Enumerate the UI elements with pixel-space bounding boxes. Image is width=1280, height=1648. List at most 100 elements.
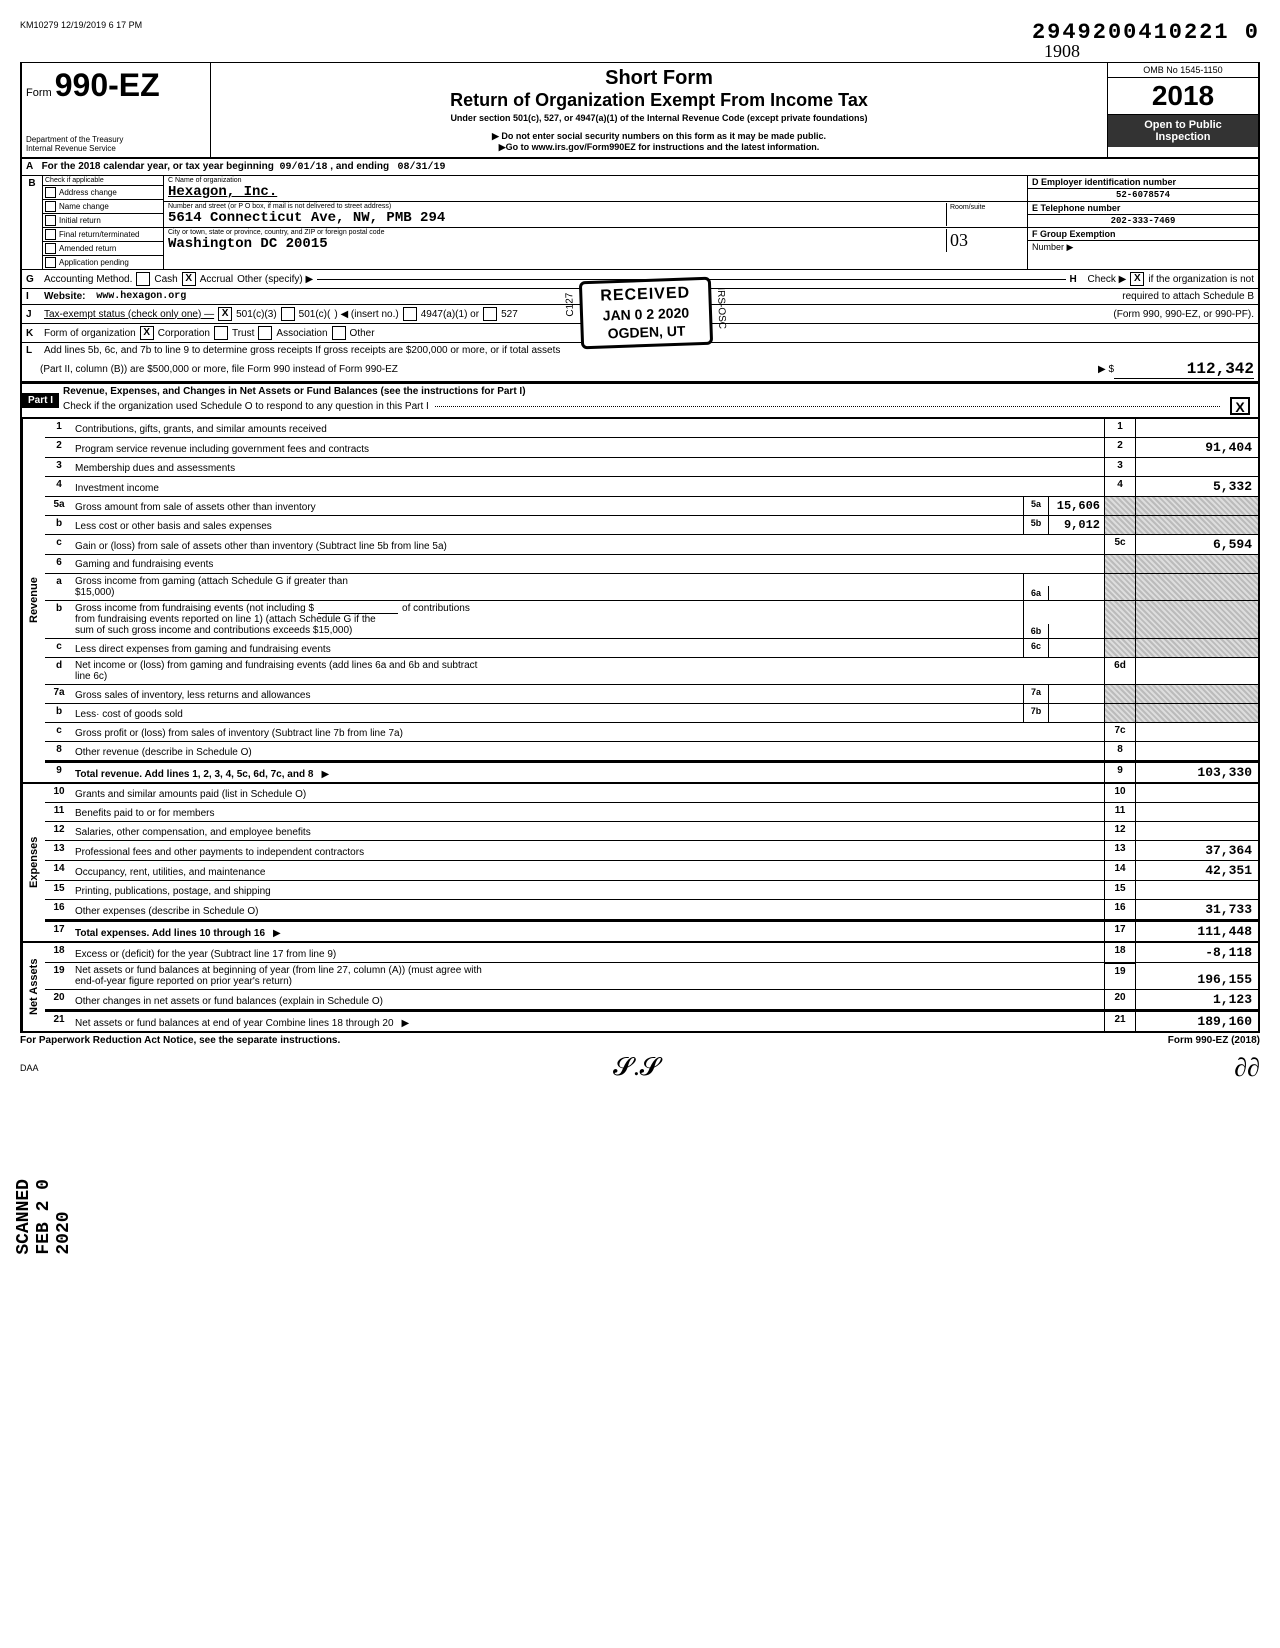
check-initial-return[interactable]: Initial return <box>43 214 163 228</box>
rn6d: 6d <box>1104 658 1135 684</box>
line15-desc: Printing, publications, postage, and shi… <box>75 886 271 897</box>
line14-desc: Occupancy, rent, utilities, and maintena… <box>75 867 265 878</box>
f-label: F Group Exemption <box>1032 229 1116 239</box>
gross-receipts: 112,342 <box>1114 360 1254 379</box>
line1-desc: Contributions, gifts, grants, and simila… <box>75 424 327 435</box>
line7b-desc: Less· cost of goods sold <box>75 709 183 720</box>
k-label: K <box>26 328 40 339</box>
part1-label: Part I <box>22 393 59 408</box>
d-label: D Employer identification number <box>1032 177 1176 187</box>
check-4947[interactable] <box>403 307 417 321</box>
check-address-change[interactable]: Address change <box>43 186 163 200</box>
ein: 52-6078574 <box>1028 189 1258 202</box>
check-527[interactable] <box>483 307 497 321</box>
line17-desc: Total expenses. Add lines 10 through 16 <box>75 928 265 939</box>
revenue-section: Revenue 1Contributions, gifts, grants, a… <box>20 419 1260 784</box>
line7c-desc: Gross profit or (loss) from sales of inv… <box>75 728 403 739</box>
goto-url: ▶Go to www.irs.gov/Form990EZ for instruc… <box>215 142 1103 153</box>
527-label: 527 <box>501 309 518 320</box>
open-public-2: Inspection <box>1112 131 1254 143</box>
line4-desc: Investment income <box>75 483 159 494</box>
check-accrual[interactable]: X <box>182 272 196 286</box>
check-assoc[interactable] <box>258 326 272 340</box>
f-number: Number ▶ <box>1028 241 1258 254</box>
j-label: J <box>26 309 40 320</box>
j-text: Tax-exempt status (check only one) — <box>44 309 214 320</box>
check-trust[interactable] <box>214 326 228 340</box>
mb5b: 5b <box>1024 516 1049 534</box>
check-application-pending[interactable]: Application pending <box>43 256 163 269</box>
check-corp[interactable]: X <box>140 326 154 340</box>
line6b-desc2: from fundraising events reported on line… <box>75 614 376 625</box>
line17-val: 111,448 <box>1135 922 1258 941</box>
check-amended-return[interactable]: Amended return <box>43 242 163 256</box>
h-text: Check ▶ <box>1088 274 1127 285</box>
k-text: Form of organization <box>44 328 136 339</box>
line10-desc: Grants and similar amounts paid (list in… <box>75 789 306 800</box>
org-address: 5614 Connecticut Ave, NW, PMB 294 <box>168 210 946 226</box>
l-text1: Add lines 5b, 6c, and 7b to line 9 to de… <box>44 345 560 356</box>
i-tail: required to attach Schedule B <box>1122 291 1254 302</box>
mb7a: 7a <box>1024 685 1049 703</box>
line-a: A For the 2018 calendar year, or tax yea… <box>20 159 1260 176</box>
l-text2: (Part II, column (B)) are $500,000 or mo… <box>40 364 398 375</box>
check-schedule-o[interactable]: X <box>1230 397 1250 415</box>
check-name-change[interactable]: Name change <box>43 200 163 214</box>
org-city: Washington DC 20015 <box>168 236 946 252</box>
part1-title: Revenue, Expenses, and Changes in Net As… <box>63 386 1254 397</box>
j-tail: (Form 990, 990-EZ, or 990-PF). <box>1113 309 1254 320</box>
line6a-desc: Gross income from gaming (attach Schedul… <box>75 576 348 587</box>
line-g-h: G Accounting Method. Cash XAccrual Other… <box>20 270 1260 289</box>
other-specify: Other (specify) ▶ <box>237 274 313 285</box>
501c3-label: 501(c)(3) <box>236 309 277 320</box>
check-cash[interactable] <box>136 272 150 286</box>
org-name: Hexagon, Inc. <box>168 184 1023 200</box>
arrow-icon: ▶ <box>402 1018 410 1029</box>
e-label: E Telephone number <box>1032 203 1120 213</box>
line-i: I Website: www.hexagon.org required to a… <box>20 289 1260 305</box>
arrow-icon: ▶ <box>321 769 329 780</box>
mb6a: 6a <box>1024 586 1049 600</box>
line6d-desc2: line 6c) <box>75 671 107 682</box>
line19-desc2: end-of-year figure reported on prior yea… <box>75 976 292 987</box>
line6d-desc: Net income or (loss) from gaming and fun… <box>75 660 477 671</box>
line-a-text: For the 2018 calendar year, or tax year … <box>42 161 274 172</box>
check-final-return[interactable]: Final return/terminated <box>43 228 163 242</box>
check-other-org[interactable] <box>332 326 346 340</box>
l-label: L <box>26 345 40 356</box>
line2-val: 91,404 <box>1135 438 1258 457</box>
line6-desc: Gaming and fundraising events <box>75 559 213 570</box>
line13-val: 37,364 <box>1135 841 1258 860</box>
mb6b: 6b <box>1024 624 1049 638</box>
netassets-section: Net Assets 18Excess or (deficit) for the… <box>20 943 1260 1033</box>
line9-val: 103,330 <box>1135 763 1258 782</box>
line-a-mid: , and ending <box>330 161 389 172</box>
g-text: Accounting Method. <box>44 274 132 285</box>
line19-val: 196,155 <box>1135 963 1258 989</box>
line19-desc: Net assets or fund balances at beginning… <box>75 965 482 976</box>
open-public-1: Open to Public <box>1112 119 1254 131</box>
g-label: G <box>26 274 40 285</box>
line3-val <box>1135 458 1258 476</box>
check-h[interactable]: X <box>1130 272 1144 286</box>
no-ssn-note: ▶ Do not enter social security numbers o… <box>215 131 1103 142</box>
trust-label: Trust <box>232 328 254 339</box>
c-label: C Name of organization <box>168 177 1023 184</box>
line18-desc: Excess or (deficit) for the year (Subtra… <box>75 949 336 960</box>
block-b: B Check if applicable Address change Nam… <box>20 176 1260 270</box>
initials-1: 𝓢.𝓢 <box>613 1052 660 1081</box>
return-title: Return of Organization Exempt From Incom… <box>215 90 1103 111</box>
arrow-icon: ▶ <box>273 928 281 939</box>
line-l: L Add lines 5b, 6c, and 7b to line 9 to … <box>20 343 1260 383</box>
check-501c3[interactable]: X <box>218 307 232 321</box>
mb6c: 6c <box>1024 639 1049 657</box>
b-checks: Check if applicable Address change Name … <box>43 176 164 269</box>
line5c-val: 6,594 <box>1135 535 1258 554</box>
line-k: K Form of organization XCorporation Trus… <box>20 324 1260 343</box>
website-label: Website: <box>44 291 86 302</box>
line3-desc: Membership dues and assessments <box>75 463 235 474</box>
line20-val: 1,123 <box>1135 990 1258 1009</box>
check-501c[interactable] <box>281 307 295 321</box>
line6b-desc3: sum of such gross income and contributio… <box>75 625 352 636</box>
line8-desc: Other revenue (describe in Schedule O) <box>75 747 252 758</box>
